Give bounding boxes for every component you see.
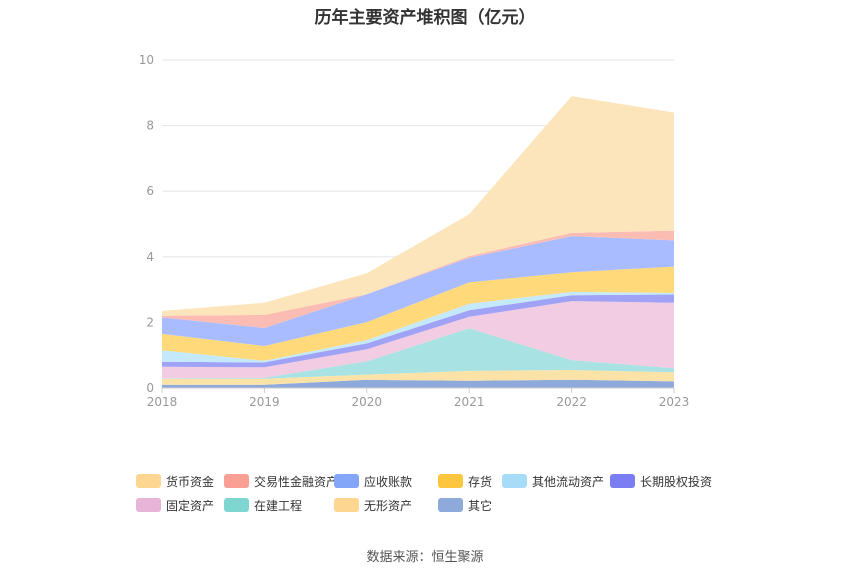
- x-tick-label: 2019: [249, 395, 280, 409]
- area-series: [162, 236, 674, 346]
- legend-label: 其它: [468, 498, 493, 513]
- legend-label: 货币资金: [166, 474, 215, 489]
- legend-swatch: [438, 498, 463, 512]
- legend-swatch: [438, 474, 463, 488]
- legend-label: 交易性金融资产: [254, 474, 339, 489]
- legend-label: 无形资产: [364, 498, 413, 513]
- area-series: [162, 328, 674, 379]
- area-series: [162, 379, 674, 388]
- legend-item[interactable]: 在建工程: [224, 496, 302, 514]
- area-series: [162, 96, 674, 316]
- legend-item[interactable]: 交易性金融资产: [224, 472, 338, 490]
- legend-label: 固定资产: [166, 498, 215, 513]
- legend-item[interactable]: 货币资金: [136, 472, 214, 490]
- y-tick-label: 0: [146, 381, 154, 395]
- y-tick-label: 6: [146, 184, 154, 198]
- y-tick-label: 2: [146, 315, 154, 329]
- x-tick-label: 2022: [556, 395, 587, 409]
- y-tick-label: 4: [146, 250, 154, 264]
- area-series: [162, 301, 674, 379]
- area-series: [162, 294, 674, 368]
- x-tick-label: 2021: [454, 395, 485, 409]
- legend-label: 在建工程: [254, 498, 303, 513]
- legend-swatch: [334, 498, 359, 512]
- legend-swatch: [502, 474, 527, 488]
- legend-swatch: [610, 474, 635, 488]
- legend-item[interactable]: 其他流动资产: [502, 472, 604, 490]
- y-tick-label: 10: [139, 53, 154, 67]
- chart-title: 历年主要资产堆积图（亿元）: [314, 8, 536, 28]
- legend-item[interactable]: 无形资产: [334, 496, 412, 514]
- legend-label: 应收账款: [364, 474, 413, 489]
- legend-swatch: [136, 498, 161, 512]
- legend-label: 其他流动资产: [532, 474, 605, 489]
- x-tick-label: 2023: [659, 395, 690, 409]
- legend-swatch: [224, 498, 249, 512]
- y-tick-label: 8: [146, 119, 154, 133]
- legend-swatch: [334, 474, 359, 488]
- area-series: [162, 266, 674, 361]
- area-series: [162, 230, 674, 328]
- data-source: 数据来源：恒生聚源: [366, 550, 484, 565]
- legend-item[interactable]: 固定资产: [136, 496, 214, 514]
- stacked-area-chart: 0 2 4 6 8 10 2018 2019 2020 2021 2022 2023: [139, 53, 690, 409]
- legend-swatch: [224, 474, 249, 488]
- legend-item[interactable]: 其它: [438, 496, 492, 514]
- legend-item[interactable]: 长期股权投资: [610, 472, 712, 490]
- legend-swatch: [136, 474, 161, 488]
- legend-label: 长期股权投资: [640, 474, 713, 489]
- x-tick-label: 2020: [352, 395, 383, 409]
- area-series: [162, 370, 674, 385]
- x-tick-label: 2018: [147, 395, 178, 409]
- legend-item[interactable]: 应收账款: [334, 472, 412, 490]
- legend-label: 存货: [468, 474, 493, 489]
- legend-item[interactable]: 存货: [438, 472, 492, 490]
